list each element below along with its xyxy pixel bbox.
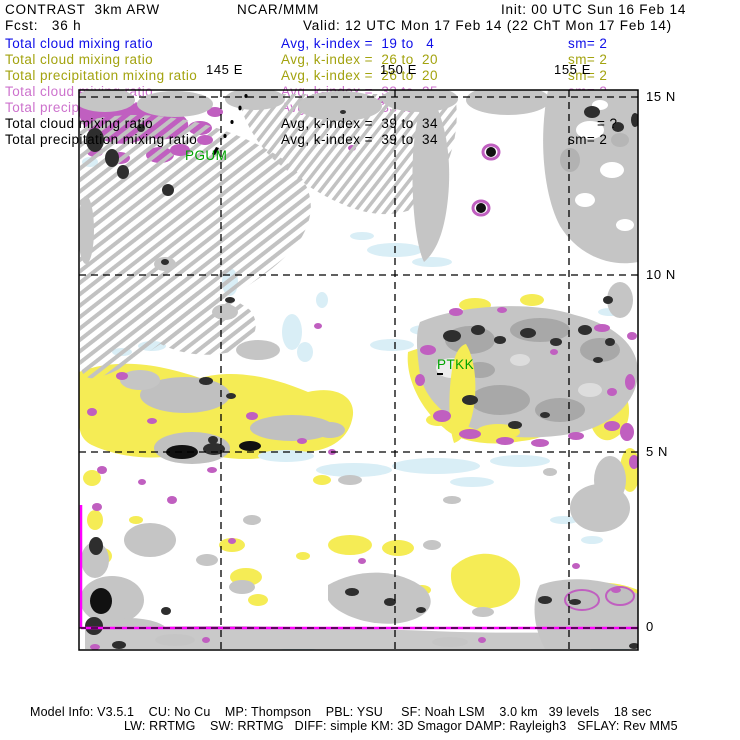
x-tick-145e: 145 E xyxy=(206,62,243,77)
legend-label: Total cloud mixing ratio xyxy=(5,116,154,131)
y-tick-10n: 10 N xyxy=(646,267,676,282)
legend-kindex: Avg, k-index = 26 to 20 xyxy=(281,52,438,67)
legend-kindex: Avg, k-index = 19 to 4 xyxy=(281,36,435,51)
legend-sm: = ? xyxy=(597,116,618,131)
y-tick-5n: 5 N xyxy=(646,444,669,459)
legend-label: Total cloud mixing ratio xyxy=(5,36,154,51)
y-tick-0: 0 xyxy=(646,619,654,634)
forecast-hour: Fcst: 36 h xyxy=(5,18,82,33)
station-label-ptkk: PTKK xyxy=(437,357,475,372)
grid-lines xyxy=(79,90,638,650)
precip-yellow-accents xyxy=(426,344,520,443)
y-tick-15n: 15 N xyxy=(646,89,676,104)
model-info-line2: LW: RRTMG SW: RRTMG DIFF: simple KM: 3D … xyxy=(124,719,678,733)
legend-sm: sm= 2 xyxy=(568,36,608,51)
magenta-accent-layer xyxy=(87,135,638,650)
model-title: CONTRAST 3km ARW xyxy=(5,2,160,17)
station-label-pgum: PGUM xyxy=(185,148,228,163)
legend-kindex: Avg, k-index = 39 to 34 xyxy=(281,132,438,147)
legend-sm: sm= 2 xyxy=(568,52,608,67)
x-tick-150e: 150 E xyxy=(380,62,417,77)
legend-sm: sm= 2 xyxy=(568,132,608,147)
legend-label: Total cloud mixing ratio xyxy=(5,52,154,67)
legend-kindex: Avg, k-index = 26 to 20 xyxy=(281,68,438,83)
cloud-gray-layer xyxy=(79,90,638,649)
island-marks xyxy=(212,94,443,375)
legend-label: Total precipitation mixing ratio xyxy=(5,132,198,147)
center-name: NCAR/MMM xyxy=(237,2,320,17)
legend-label: Total precipitation mixing ratio xyxy=(5,68,198,83)
map-border xyxy=(78,89,639,651)
model-info-line1: Model Info: V3.5.1 CU: No Cu MP: Thompso… xyxy=(30,705,652,719)
x-tick-155e: 155 E xyxy=(554,62,591,77)
valid-time: Valid: 12 UTC Mon 17 Feb 14 (22 ChT Mon … xyxy=(303,18,672,33)
legend-sm: sm= 2 xyxy=(568,68,608,83)
init-time: Init: 00 UTC Sun 16 Feb 14 xyxy=(501,2,687,17)
legend-kindex: Avg, k-index = 39 to 34 xyxy=(281,116,438,131)
